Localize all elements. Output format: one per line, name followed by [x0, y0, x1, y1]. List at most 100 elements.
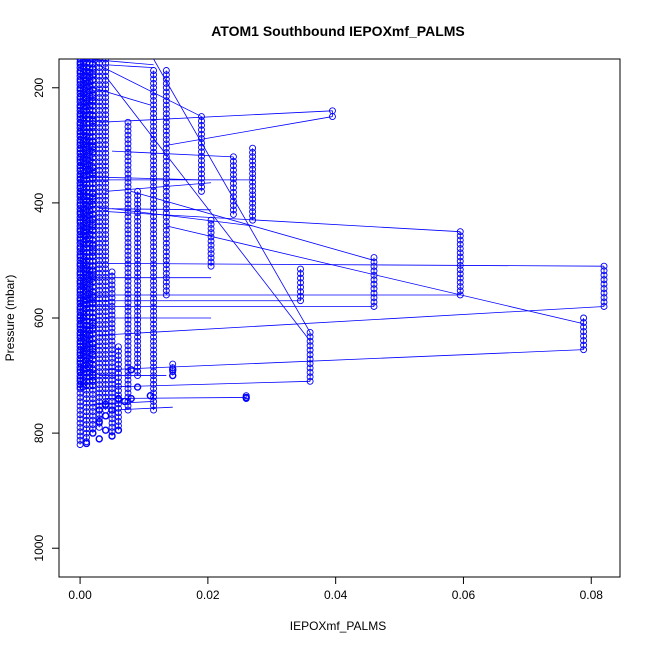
series-line [131, 190, 375, 261]
data-point [124, 204, 132, 212]
data-point [102, 68, 110, 76]
data-point [114, 409, 122, 417]
data-point [108, 337, 116, 345]
data-point [162, 80, 170, 87]
data-point [456, 236, 464, 244]
data-point [102, 64, 110, 72]
data-point [86, 350, 94, 358]
data-point [124, 294, 132, 302]
data-point [150, 251, 158, 259]
data-point [600, 294, 608, 301]
data-point [229, 157, 237, 165]
data-point [76, 415, 84, 423]
data-point [89, 366, 97, 374]
data-point [124, 221, 132, 229]
series-line [99, 306, 605, 336]
data-point [102, 158, 110, 166]
data-point [150, 131, 158, 139]
data-point [89, 355, 97, 363]
data-point [150, 299, 158, 307]
data-point [89, 216, 97, 224]
data-point [114, 356, 122, 364]
data-point [89, 190, 97, 198]
data-point [108, 432, 116, 440]
data-point [162, 170, 170, 178]
data-point [108, 290, 116, 297]
data-point [114, 426, 123, 434]
data-point [124, 342, 132, 350]
data-point [124, 230, 132, 238]
data-point [86, 59, 94, 63]
data-point [127, 366, 135, 374]
data-point [108, 419, 116, 427]
data-point [89, 395, 97, 403]
data-point [124, 359, 132, 367]
data-point [306, 373, 314, 381]
data-point [108, 385, 116, 392]
data-point [297, 288, 304, 296]
data-point [86, 184, 94, 192]
data-point [150, 174, 158, 182]
data-point [456, 291, 464, 299]
data-point [114, 387, 122, 395]
data-point [86, 143, 94, 150]
data-point [150, 355, 158, 362]
data-point [114, 369, 122, 377]
data-point [101, 400, 110, 409]
data-point [124, 346, 132, 354]
data-point [150, 191, 158, 199]
data-point [124, 217, 132, 225]
data-point [150, 148, 158, 156]
data-point [150, 196, 158, 203]
data-point [207, 237, 215, 245]
data-point [102, 243, 110, 251]
data-point [102, 124, 110, 131]
data-point [114, 378, 122, 386]
data-point [124, 277, 132, 285]
data-point [108, 398, 116, 405]
data-point [83, 281, 90, 289]
data-point [162, 274, 170, 282]
data-point [370, 267, 378, 275]
data-point [102, 278, 110, 286]
data-point [89, 278, 97, 286]
data-point [89, 403, 97, 411]
data-point [162, 127, 170, 135]
data-point [150, 402, 158, 410]
data-point [114, 382, 122, 390]
data-point [86, 96, 94, 104]
data-point [297, 283, 304, 291]
data-point [150, 277, 158, 285]
data-point [108, 346, 116, 354]
data-point [150, 140, 158, 148]
data-point [306, 333, 314, 341]
data-point [102, 145, 110, 153]
data-point [102, 286, 110, 294]
data-point [150, 84, 158, 92]
data-point [198, 117, 205, 125]
data-point [150, 316, 158, 324]
data-point [580, 337, 588, 345]
data-point [150, 269, 158, 276]
data-point [102, 265, 110, 273]
data-point [86, 179, 94, 187]
data-point [114, 365, 122, 373]
data-point [150, 170, 158, 178]
data-point [134, 329, 142, 337]
data-point [600, 262, 608, 270]
data-point [150, 406, 158, 414]
data-point [76, 411, 84, 419]
data-point [108, 315, 116, 323]
data-point [162, 140, 170, 148]
data-point [89, 210, 97, 218]
data-point [102, 291, 110, 298]
data-point [150, 303, 158, 311]
data-point [108, 372, 116, 380]
data-point [102, 149, 110, 157]
data-point [150, 337, 158, 345]
data-point [124, 264, 132, 272]
data-point [198, 174, 205, 182]
data-point [150, 273, 158, 281]
data-point [124, 269, 132, 277]
data-point [134, 286, 142, 294]
